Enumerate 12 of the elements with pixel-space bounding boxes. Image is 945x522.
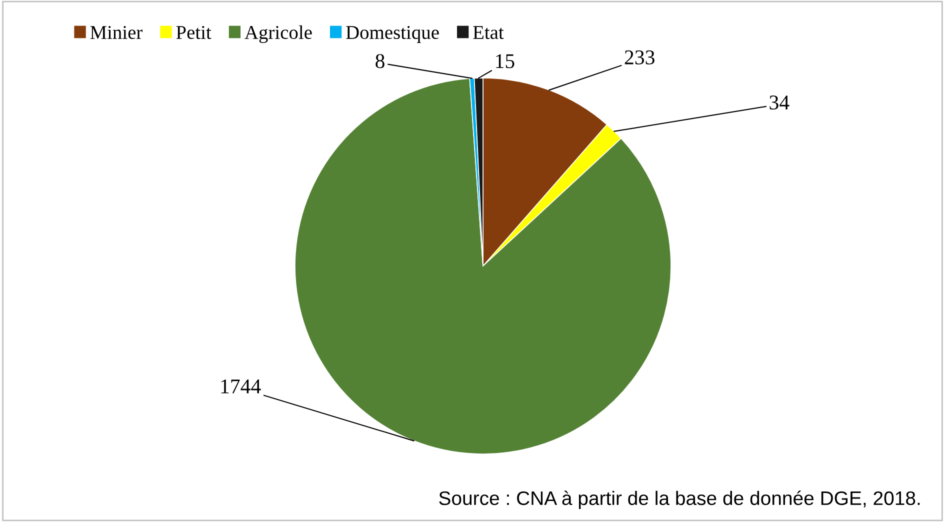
pie-slice xyxy=(294,78,672,454)
data-label: 15 xyxy=(496,54,514,68)
legend-label: Petit xyxy=(176,26,212,40)
legend-label: Domestique xyxy=(346,26,439,43)
data-label: 8 xyxy=(376,54,384,68)
legend-label: Agricole xyxy=(244,25,312,44)
source-note: Source : CNA à partir de la base de donnée DGE, 2018. xyxy=(439,490,920,509)
legend-label: Minier xyxy=(90,26,143,40)
data-label: 1744 xyxy=(221,379,261,394)
data-label: 233 xyxy=(624,50,654,64)
data-label: 34 xyxy=(770,96,790,110)
legend-label: Etat xyxy=(473,26,504,40)
